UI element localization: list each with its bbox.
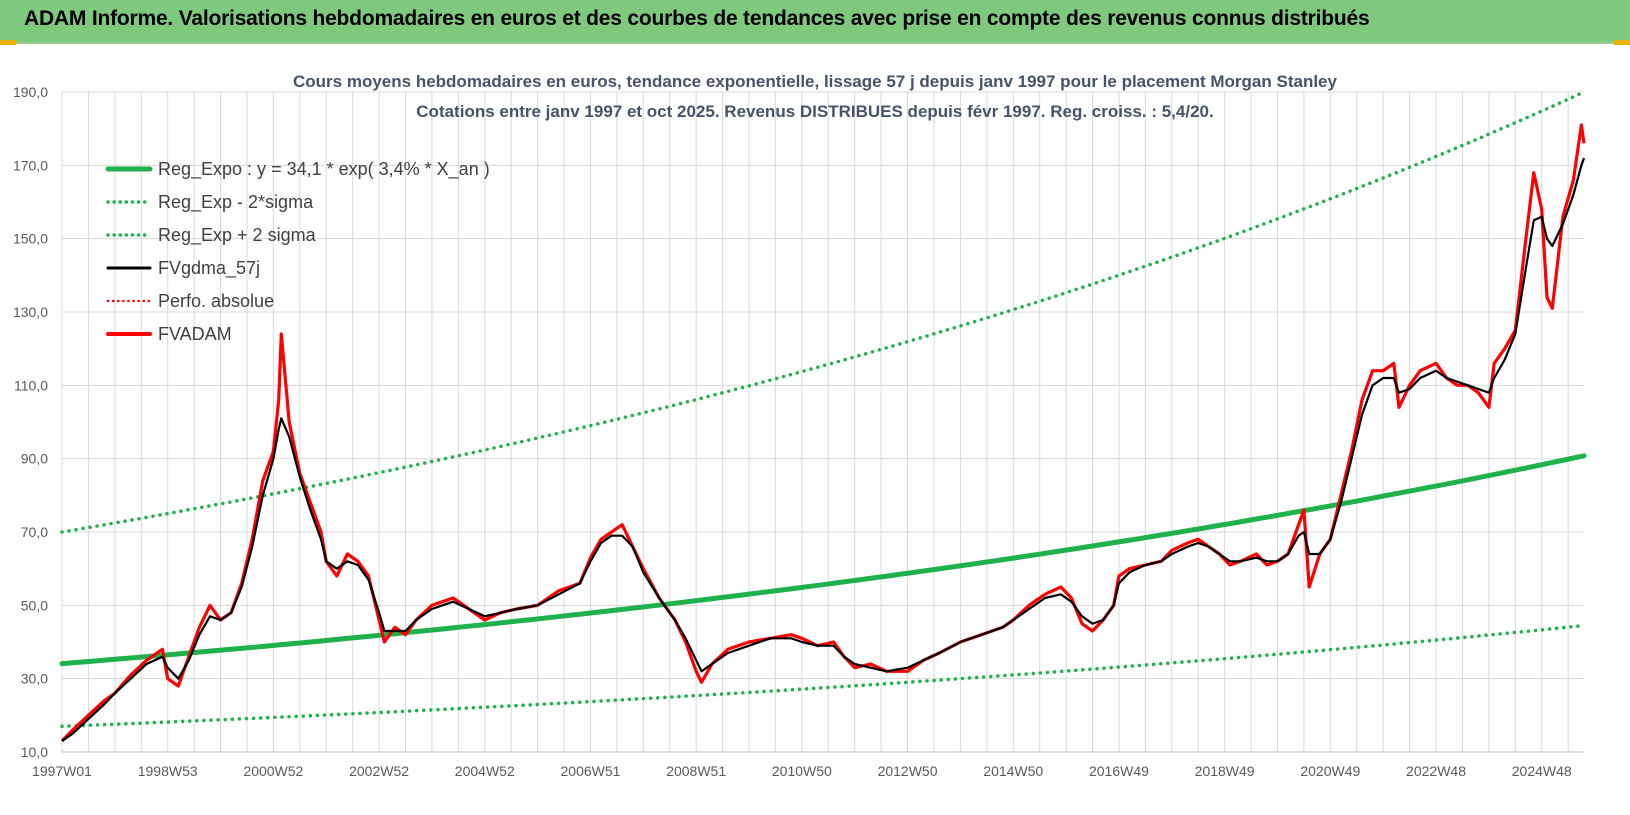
banner: ADAM Informe. Valorisations hebdomadaire…	[0, 0, 1630, 44]
y-tick-label: 130,0	[13, 304, 48, 320]
y-tick-label: 70,0	[21, 524, 48, 540]
legend-item: Perfo. absolue	[106, 291, 274, 311]
y-tick-label: 190,0	[13, 84, 48, 100]
corner-marker-left	[0, 40, 16, 45]
trend-plus-2sigma-line	[60, 90, 1586, 534]
legend-label: Reg_Exp - 2*sigma	[158, 192, 314, 213]
series-lines	[60, 123, 1586, 743]
y-tick-label: 30,0	[21, 671, 48, 687]
x-tick-label: 2018W49	[1195, 763, 1255, 779]
chart-title: Cours moyens hebdomadaires en euros, ten…	[293, 72, 1337, 91]
x-tick-label: 2002W52	[349, 763, 409, 779]
y-tick-label: 150,0	[13, 231, 48, 247]
y-tick-label: 170,0	[13, 157, 48, 173]
legend-label: Perfo. absolue	[158, 291, 274, 311]
grid	[61, 91, 1584, 753]
legend-label: Reg_Expo : y = 34,1 * exp( 3,4% * X_an )	[158, 159, 490, 180]
x-tick-label: 2024W48	[1512, 763, 1572, 779]
x-tick-label: 2008W51	[666, 763, 726, 779]
legend: Reg_Expo : y = 34,1 * exp( 3,4% * X_an )…	[105, 159, 490, 344]
legend-item: Reg_Exp + 2 sigma	[106, 225, 317, 246]
y-axis-ticks: 10,0 30,0 50,0 70,0 90,0 110,0 130,0 150,0 170,0…	[13, 84, 48, 760]
legend-label: Reg_Exp + 2 sigma	[158, 225, 317, 246]
chart-subtitle: Cotations entre janv 1997 et oct 2025. R…	[416, 102, 1213, 121]
series-fvgdma-line	[61, 157, 1586, 742]
banner-title: ADAM Informe. Valorisations hebdomadaire…	[24, 7, 1370, 30]
x-tick-label: 2004W52	[455, 763, 515, 779]
legend-item: FVgdma_57j	[106, 258, 260, 279]
x-tick-label: 2012W50	[878, 763, 938, 779]
y-tick-label: 50,0	[21, 597, 48, 613]
legend-label: FVgdma_57j	[158, 258, 260, 279]
x-tick-label: 2014W50	[983, 763, 1043, 779]
trend-minus-2sigma-line	[60, 623, 1586, 729]
x-tick-label: 1997W01	[32, 763, 92, 779]
legend-item: Reg_Expo : y = 34,1 * exp( 3,4% * X_an )	[105, 159, 490, 180]
y-tick-label: 90,0	[21, 451, 48, 467]
x-axis-ticks: 1997W01 1998W53 2000W52 2002W52 2004W52 2006W…	[32, 763, 1572, 779]
y-tick-label: 110,0	[14, 377, 48, 393]
y-tick-label: 10,0	[21, 744, 48, 760]
series-fvadam-line	[60, 123, 1586, 743]
x-tick-label: 2022W48	[1406, 763, 1466, 779]
x-tick-label: 2000W52	[243, 763, 303, 779]
trend-regression-line	[59, 453, 1587, 667]
x-tick-label: 2016W49	[1089, 763, 1149, 779]
legend-item: Reg_Exp - 2*sigma	[106, 192, 314, 213]
x-tick-label: 2010W50	[772, 763, 832, 779]
legend-item: FVADAM	[106, 324, 232, 344]
trend-lines	[59, 90, 1587, 729]
x-tick-label: 1998W53	[138, 763, 198, 779]
x-tick-label: 2020W49	[1300, 763, 1360, 779]
x-tick-label: 2006W51	[561, 763, 621, 779]
legend-label: FVADAM	[158, 324, 232, 344]
corner-marker-right	[1614, 40, 1630, 45]
